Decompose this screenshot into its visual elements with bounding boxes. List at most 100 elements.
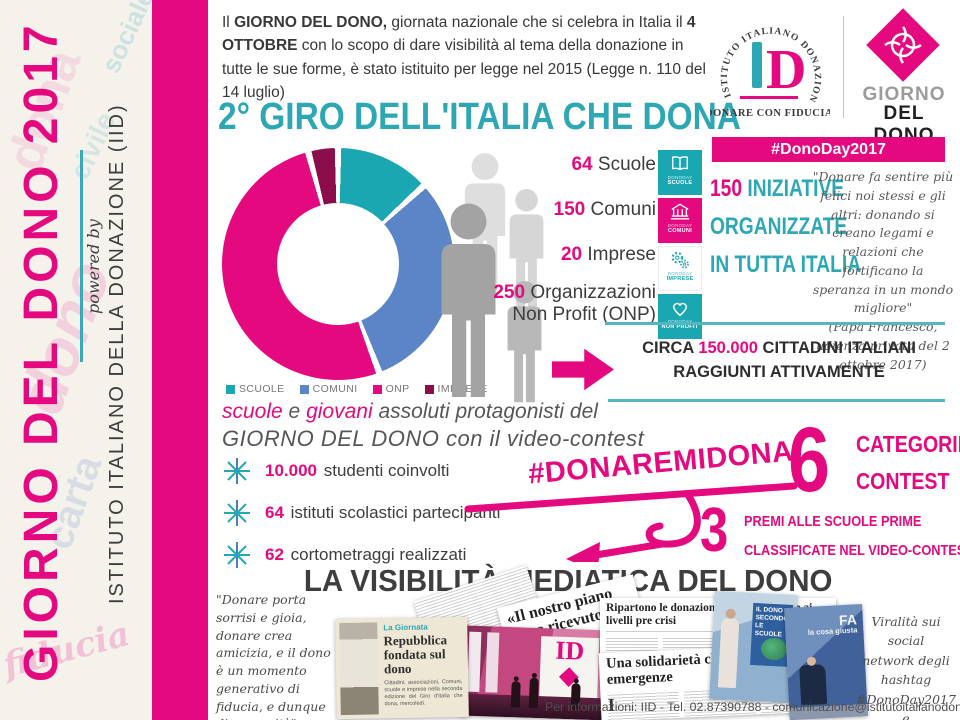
social-line: network degli [862, 652, 950, 668]
intro-paragraph: Il GIORNO DEL DONO, giornata nazionale c… [222, 11, 706, 104]
quote-text: "Donare fa sentire più felici noi stessi… [812, 169, 954, 316]
badge-label: COMUNI [667, 228, 693, 234]
reach-statement: CIRCA 150.000 CITTADINI ITALIANI RAGGIUN… [616, 337, 942, 385]
reach-number: 150.000 [698, 339, 758, 357]
person-silhouette [510, 681, 521, 708]
legend-item: SCUOLE [226, 383, 285, 395]
newspaper-clipping-giornata: La Giornata Repubblica fondata sul dono … [335, 616, 469, 720]
left-sidebar: dono fiducia carta civile sociale dona G… [0, 0, 152, 720]
iniziative-line3: IN TUTTA ITALIA [710, 251, 862, 278]
stat-value: 150 [553, 199, 586, 220]
quote-mattarella: "Donare porta sorrisi e gioia, donare cr… [216, 591, 338, 720]
iniziative-line2: ORGANIZZATE [710, 213, 848, 240]
stat-imprese: 20 Imprese [561, 244, 656, 266]
stage-banner [467, 631, 482, 693]
badge-brand: DONODAY [667, 223, 693, 228]
logo-divider [843, 16, 844, 118]
iniziative-callout: 150 INIZIATIVE ORGANIZZATE IN TUTTA ITAL… [710, 170, 861, 284]
social-line: Viralità sui social [871, 614, 941, 649]
bank-icon [670, 203, 690, 220]
legend-label: ONP [385, 383, 410, 395]
stat-value: 20 [560, 244, 583, 265]
powered-by-label: powered by [84, 219, 103, 314]
iid-letter-d: D [766, 39, 806, 101]
hashtag-underline-arrow-icon [464, 482, 798, 562]
divider-line-bottom [608, 399, 945, 402]
bullet-label: studenti coinvolti [323, 461, 450, 480]
legend-swatch [424, 384, 434, 394]
event-title-vertical: GIORNO DEL DONO 2017 [15, 21, 68, 682]
intro-mid: e [282, 400, 307, 423]
highlight-scuole: scuole [222, 400, 283, 423]
intro-bold-date: 4 OTTOBRE [222, 14, 696, 55]
quote-text: "Donare porta sorrisi e gioia, donare cr… [216, 592, 331, 720]
contest-number-3: 3 [700, 500, 734, 562]
stat-label-line2: Non Profit (ONP) [512, 304, 656, 325]
iid-logo: ISTITUTO ITALIANO DONAZIONE D DONARE CON… [710, 6, 830, 119]
bullet-number: 62 [265, 545, 284, 564]
book-icon [672, 156, 688, 171]
contest-label: CONTEST [856, 468, 950, 494]
stat-label: Organizzazioni [530, 282, 656, 303]
legend-label: COMUNI [312, 383, 358, 395]
bullet-cortometraggi: 62 cortometraggi realizzati [222, 540, 466, 570]
divider-line-top [605, 322, 945, 325]
donoday-badges: DONODAY SCUOLE DONODAY COMUNI DONODAY IM… [658, 150, 702, 342]
tv-show-subtitle: la cosa giusta [807, 625, 858, 637]
stage-backdrop-panel: ID [539, 636, 600, 701]
iniziative-number: 150 [710, 175, 743, 202]
bullet-istituti: 64 istituti scolastici partecipanti [222, 498, 500, 528]
reach-text: CITTADINI ITALIANI [757, 339, 916, 357]
badge-label: SCUOLE [667, 180, 693, 186]
number-6: 6 [788, 409, 830, 511]
footer-contact-info: Per informazioni: IID - Tel. 02.87390788… [545, 700, 960, 714]
heart-icon [673, 302, 687, 317]
gears-icon [671, 251, 689, 269]
vertical-divider [80, 150, 83, 362]
donut-chart [222, 148, 454, 380]
badge-nonprofit: DONODAY NON PROFIT [658, 294, 702, 339]
article-body: Cittadini, associazioni, Comuni, scuole … [384, 679, 463, 708]
badge-label: IMPRESE [666, 276, 694, 282]
organization-name-vertical: ISTITUTO ITALIANO DELLA DONAZIONE (IID) [106, 103, 128, 604]
premi-label: PREMI ALLE SCUOLE PRIME CLASSIFICATE NEL… [744, 507, 960, 565]
reach-text: CIRCA [642, 339, 699, 357]
legend-item: ONP [372, 383, 410, 395]
intro-text: Il [222, 14, 235, 31]
person-silhouette [717, 617, 740, 689]
badge-brand: DONODAY [667, 175, 693, 180]
number-3: 3 [700, 496, 729, 565]
intro-rest: assoluti protagonisti del [372, 400, 598, 423]
intro-text: con lo scopo di dare visibilità al tema … [222, 37, 706, 101]
contest-number-6: 6 [788, 414, 839, 506]
section-title-text: 2° GIRO DELL'ITALIA CHE DONA [218, 96, 741, 138]
intro-bold-giorno: GIORNO DEL DONO, [234, 14, 388, 31]
badge-imprese: DONODAY IMPRESE [658, 246, 702, 291]
bullet-label: cortometraggi realizzati [290, 545, 467, 564]
section-title: 2° GIRO DELL'ITALIA CHE DONA [218, 96, 812, 139]
badge-brand: DONODAY [668, 319, 693, 324]
stat-label: Scuole [597, 154, 656, 175]
donut-hole [277, 203, 399, 325]
stat-scuole: 64 Scuole [571, 154, 656, 176]
stat-onp: 250 Organizzazioni Non Profit (ONP) [493, 282, 656, 326]
watermark-word: sociale [95, 0, 152, 78]
bullet-studenti: 10.000 studenti coinvolti [222, 456, 449, 486]
bullet-number: 64 [265, 503, 284, 522]
stat-comuni: 150 Comuni [554, 199, 656, 221]
stage-banner [485, 632, 500, 693]
legend-swatch [372, 384, 382, 394]
badge-comuni: DONODAY COMUNI [658, 198, 702, 243]
stat-value: 64 [571, 154, 593, 175]
video-contest-intro: scuole e giovani assoluti protagonisti d… [222, 399, 644, 453]
star-asterisk-icon [224, 542, 250, 568]
pink-accent-bar [152, 0, 208, 720]
stat-value: 250 [493, 282, 526, 303]
legend-swatch [226, 384, 235, 394]
legend-swatch [299, 384, 309, 394]
badge-label: NON PROFIT [661, 324, 699, 330]
donoday-ribbon: #DonoDay2017 [712, 137, 945, 162]
gdd-diamond-swirl-icon [884, 26, 922, 64]
social-line: hashtag [880, 672, 932, 688]
